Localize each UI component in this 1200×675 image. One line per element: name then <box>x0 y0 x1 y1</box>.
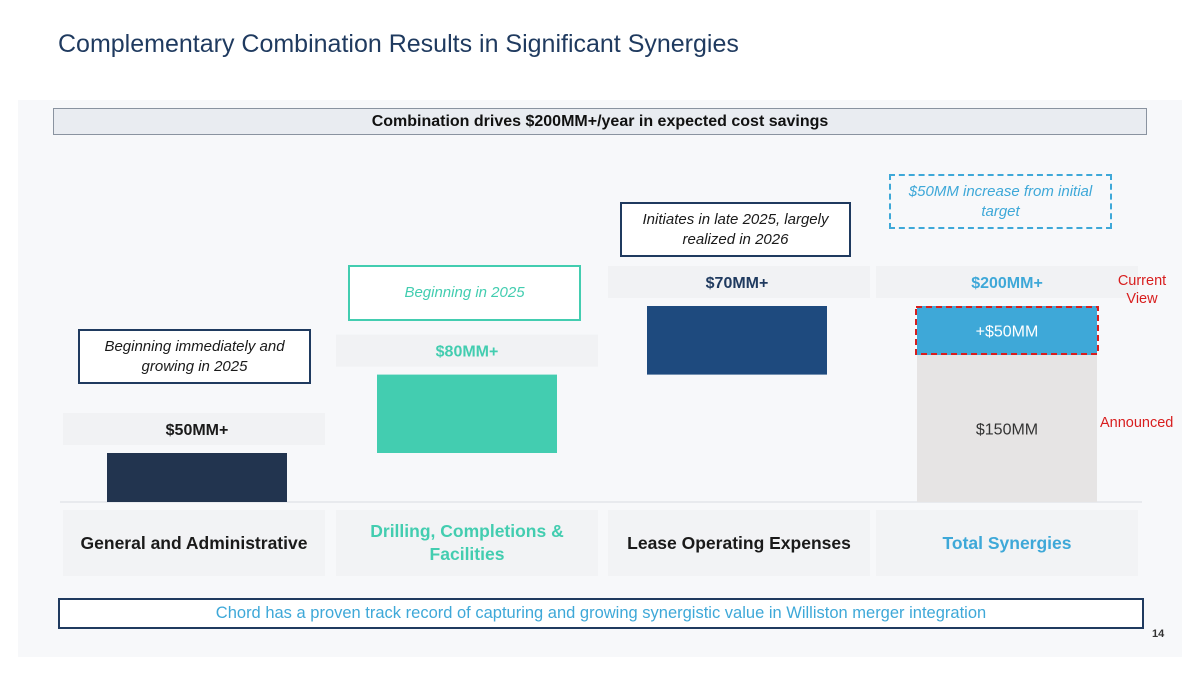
announced-label: Announced <box>1100 415 1174 431</box>
bar-value-label-0: $50MM+ <box>166 422 229 439</box>
bar-1 <box>377 374 557 453</box>
bar-value-label-2: $70MM+ <box>706 275 769 292</box>
current-view-label: Current View <box>1117 273 1167 308</box>
current-view-highlight <box>915 306 1099 355</box>
segment-label-increase: +$50MM <box>976 324 1039 341</box>
bar-value-label-3: $200MM+ <box>971 275 1043 292</box>
total-segment-announced <box>917 355 1097 502</box>
footer-note: Chord has a proven track record of captu… <box>58 598 1144 629</box>
bar-label-bg-3 <box>876 266 1138 298</box>
callout-ga: Beginning immediately and growing in 202… <box>78 329 311 384</box>
bar-label-bg-1 <box>336 334 598 367</box>
category-label-total: Total Synergies <box>876 510 1138 576</box>
summary-banner: Combination drives $200MM+/year in expec… <box>53 108 1147 135</box>
bar-label-bg-0 <box>63 413 325 445</box>
bar-label-bg-2 <box>608 266 870 298</box>
page-number: 14 <box>1152 628 1165 640</box>
segment-label-announced: $150MM <box>976 422 1038 439</box>
bar-value-label-1: $80MM+ <box>436 344 499 361</box>
total-segment-increase <box>917 306 1097 355</box>
callout-dcf: Beginning in 2025 <box>348 265 581 321</box>
bar-2 <box>647 306 827 375</box>
callout-total-increase: $50MM increase from initial target <box>889 174 1112 229</box>
category-label-loe: Lease Operating Expenses <box>608 510 870 576</box>
callout-loe: Initiates in late 2025, largely realized… <box>620 202 851 257</box>
page-title: Complementary Combination Results in Sig… <box>58 30 739 58</box>
category-label-dcf: Drilling, Completions & Facilities <box>336 510 598 576</box>
category-label-ga: General and Administrative <box>63 510 325 576</box>
bar-0 <box>107 453 287 502</box>
